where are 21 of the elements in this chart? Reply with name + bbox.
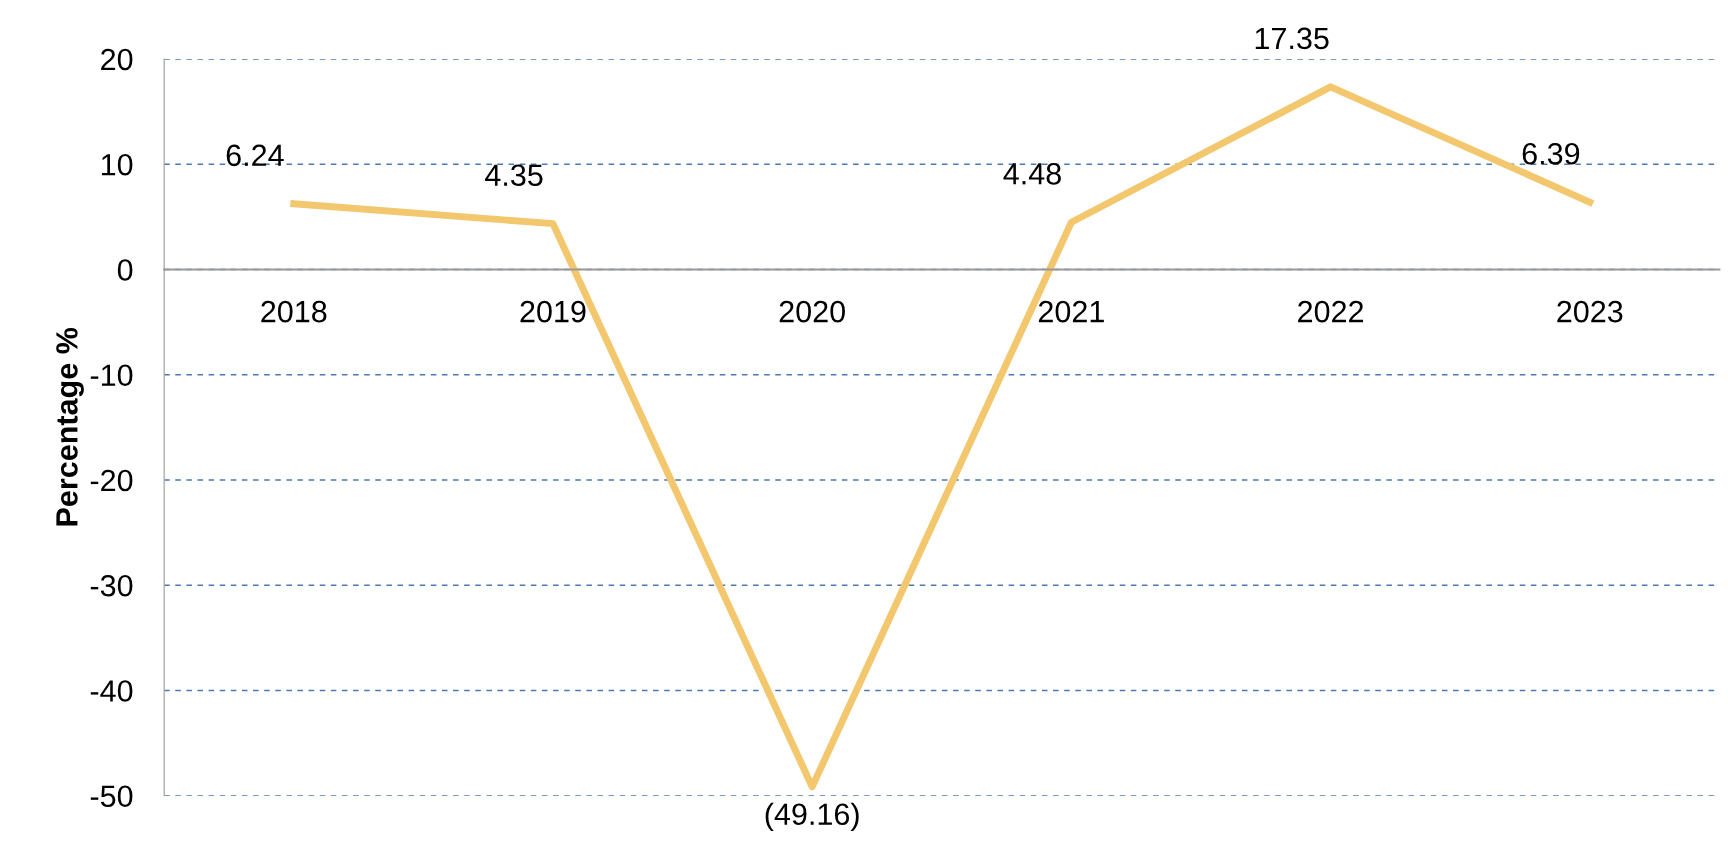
- x-tick-label: 2018: [261, 300, 327, 323]
- y-tick-label: 20: [101, 48, 133, 71]
- y-axis-title: Percentage %: [56, 327, 84, 526]
- data-label: (49.16): [765, 802, 859, 832]
- data-label: 4.35: [485, 164, 543, 187]
- x-tick-label: 2020: [779, 300, 845, 323]
- y-tick-label: -50: [90, 785, 133, 808]
- y-tick-label: -30: [90, 574, 133, 597]
- y-tick-label: -40: [90, 680, 133, 702]
- y-tick-label: 0: [117, 259, 133, 281]
- x-tick-label: 2021: [1038, 300, 1104, 323]
- x-tick-label: 2019: [520, 300, 586, 323]
- data-label: 6.24: [226, 144, 284, 167]
- x-tick-label: 2022: [1298, 300, 1364, 323]
- y-tick-label: -10: [90, 364, 133, 387]
- data-label: 17.35: [1255, 27, 1329, 50]
- data-label: 4.48: [1003, 163, 1061, 185]
- y-tick-label: 10: [101, 153, 133, 176]
- data-label: 6.39: [1522, 142, 1580, 165]
- x-tick-label: 2023: [1557, 300, 1623, 323]
- y-tick-label: -20: [90, 469, 133, 492]
